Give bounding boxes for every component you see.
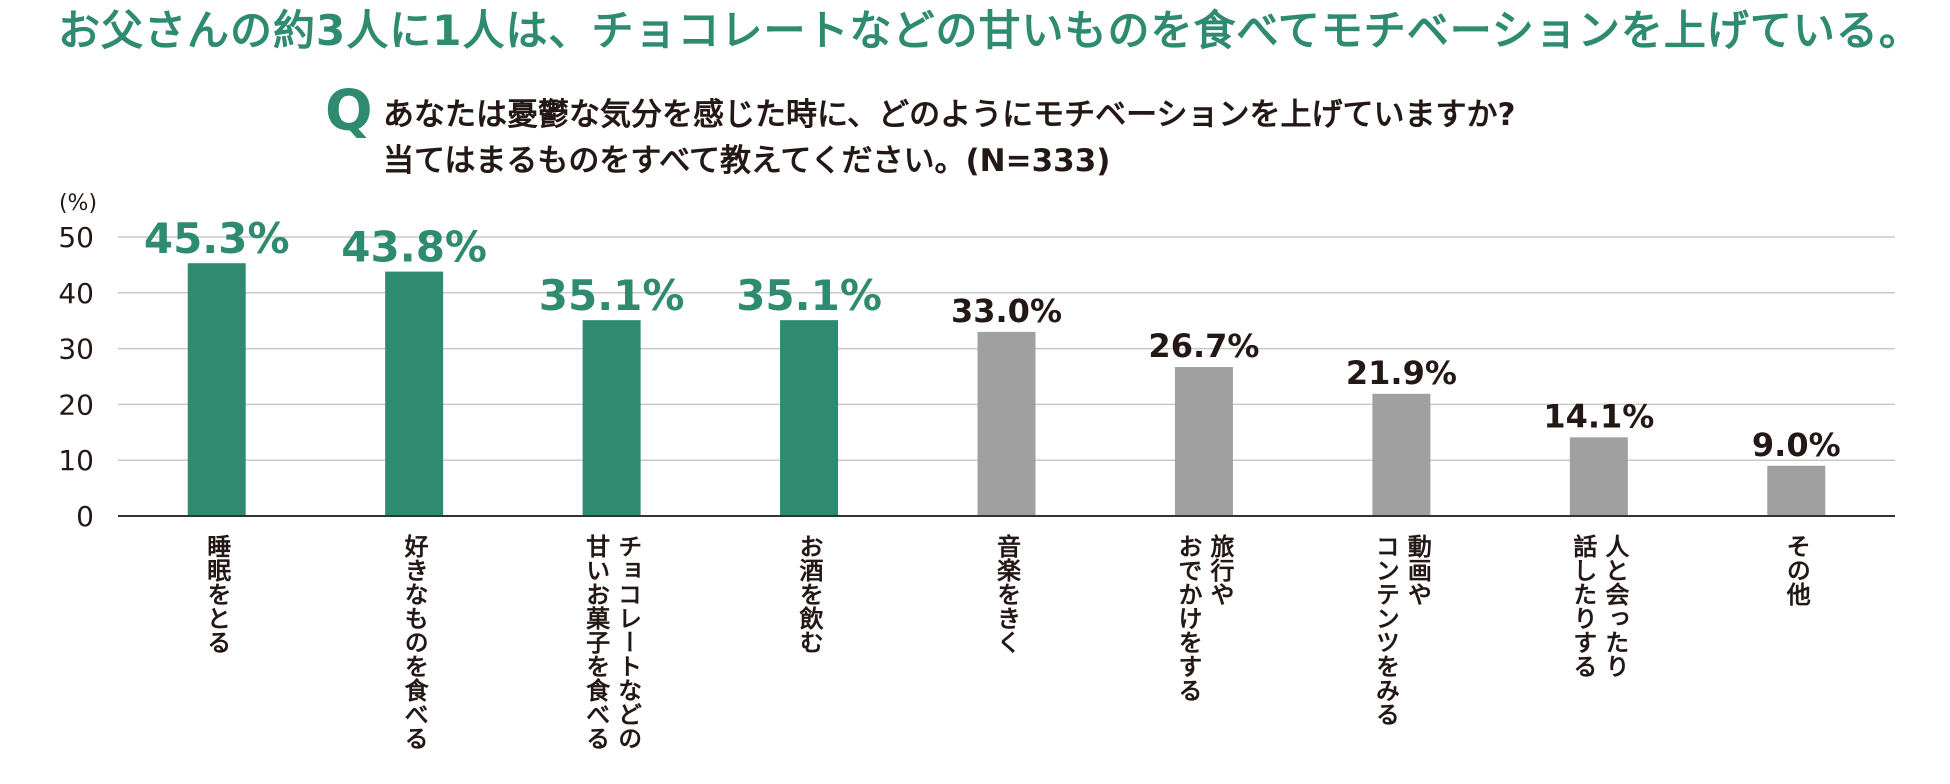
question-text: あなたは憂鬱な気分を感じた時に、どのようにモチベーションを上げていますか? 当て…: [383, 92, 1515, 184]
data-label: 35.1%: [539, 271, 685, 320]
data-label: 43.8%: [341, 223, 487, 272]
x-tick-label: 音楽をきく: [993, 533, 1021, 654]
y-tick-label: 30: [58, 333, 94, 366]
x-tick-label: 動画や: [1403, 534, 1431, 606]
x-tick-label: 睡眠をとる: [203, 534, 231, 654]
x-tick-label: 話したりする: [1569, 533, 1597, 678]
x-tick-label: コンテンツをみる: [1371, 534, 1399, 726]
bar: [1174, 367, 1233, 516]
x-tick-label: お酒を飲む: [795, 534, 824, 654]
bar: [385, 271, 444, 516]
bar: [582, 320, 641, 516]
question-mark: Q: [325, 79, 373, 144]
x-tick-label: 人と会ったり: [1601, 534, 1629, 678]
x-tick-label: 好きなものを食べる: [400, 534, 429, 750]
bar: [1372, 393, 1431, 516]
bar: [1569, 437, 1628, 516]
y-tick-label: 40: [58, 277, 94, 310]
data-label: 35.1%: [736, 271, 882, 320]
y-tick-label: 20: [58, 388, 94, 421]
x-tick-label: チョコレートなどの: [614, 534, 642, 750]
y-tick-label: 10: [58, 444, 94, 477]
question-line-1: あなたは憂鬱な気分を感じた時に、どのようにモチベーションを上げていますか?: [383, 97, 1516, 133]
y-tick-label: 50: [58, 221, 94, 254]
bar: [780, 320, 839, 516]
x-tick-label: おでかけをする: [1174, 534, 1202, 702]
data-label: 33.0%: [951, 292, 1062, 330]
x-tick-label: 甘いお菓子を食べる: [582, 534, 611, 750]
data-label: 26.7%: [1148, 327, 1259, 365]
bar: [1767, 465, 1826, 516]
data-label: 14.1%: [1543, 397, 1654, 435]
data-label: 9.0%: [1752, 426, 1841, 464]
y-tick-label: 0: [76, 500, 94, 533]
x-tick-label: その他: [1782, 534, 1811, 606]
question-line-2: 当てはまるものをすべて教えてください。(N=333): [383, 143, 1111, 179]
headline: お父さんの約3人に1人は、チョコレートなどの甘いものを食べてモチベーションを上げ…: [58, 6, 1922, 55]
y-unit-label: (%): [59, 191, 97, 216]
data-label: 45.3%: [144, 214, 290, 263]
bar: [977, 331, 1036, 516]
data-label: 21.9%: [1346, 354, 1457, 392]
x-tick-label: 旅行や: [1206, 534, 1235, 606]
bar: [187, 263, 246, 516]
